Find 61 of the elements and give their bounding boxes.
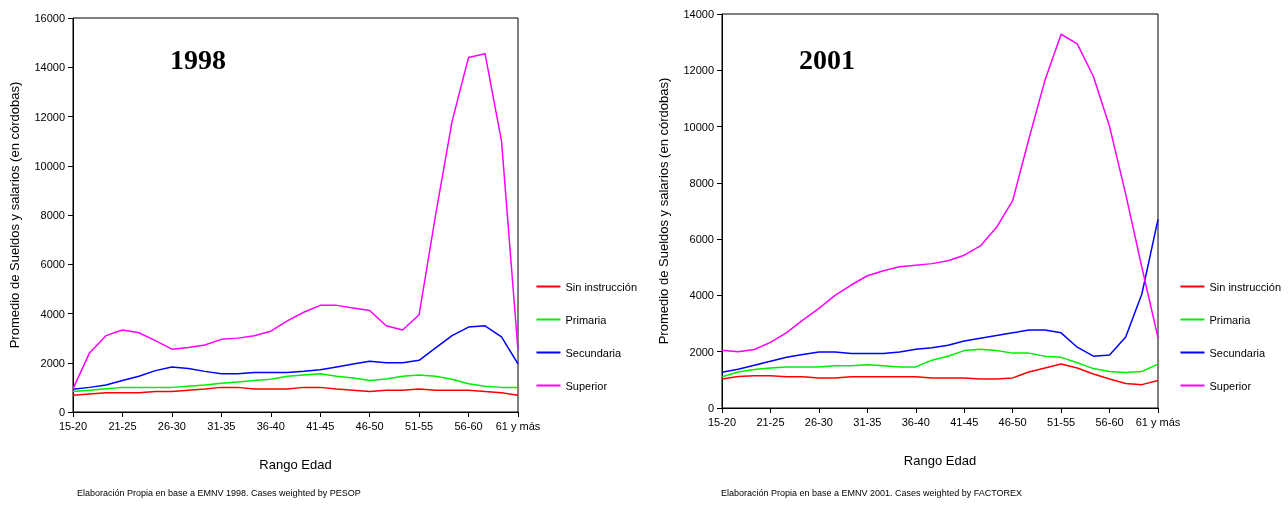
text: Elaboración Propia en base a EMNV 1998. Cases weighted by PESOP xyxy=(77,487,361,498)
legend-label: Secundaria xyxy=(1209,346,1266,359)
y-tick-label: 16000 xyxy=(34,12,65,24)
legend-label: Sin instrucción xyxy=(1209,280,1282,293)
line-series xyxy=(72,386,519,397)
line-series xyxy=(721,348,1159,378)
x-tick-label: 21-25 xyxy=(756,415,785,428)
x-axis-title: Rango Edad xyxy=(259,457,332,472)
y-tick-label: 2000 xyxy=(689,345,714,358)
text: Elaboración Propia en base a EMNV 2001. Cases weighted by FACTOREX xyxy=(721,487,1022,498)
legend-label: Superior xyxy=(565,379,608,392)
x-tick-label: 51-55 xyxy=(1047,415,1076,428)
x-tick-label: 31-35 xyxy=(853,415,882,428)
y-tick-label: 8000 xyxy=(689,176,714,189)
y-axis-title: Promedio de Sueldos y salarios (en córdobas) xyxy=(7,81,22,349)
x-axis-title: Rango Edad xyxy=(903,453,977,468)
y-tick-label: 12000 xyxy=(34,110,65,123)
y-tick-label: 2000 xyxy=(40,356,65,369)
x-tick-label: 31-35 xyxy=(207,419,236,432)
x-tick-label: 46-50 xyxy=(355,419,384,432)
y-tick-label: 0 xyxy=(707,402,714,414)
y-tick-label: 12000 xyxy=(683,64,714,77)
x-tick-label: 26-30 xyxy=(804,415,833,428)
x-tick-label: 46-50 xyxy=(998,415,1027,428)
y-tick-label: 10000 xyxy=(34,159,65,172)
x-tick-label: 56-60 xyxy=(1095,415,1124,428)
x-tick-label: 51-55 xyxy=(405,419,434,432)
y-tick-label: 4000 xyxy=(40,307,65,320)
legend-label: Primaria xyxy=(1209,313,1252,326)
y-tick-label: 14000 xyxy=(34,61,65,74)
y-tick-label: 8000 xyxy=(40,209,65,221)
line-series xyxy=(72,52,519,390)
x-tick-label: 26-30 xyxy=(157,419,186,432)
legend-label: Superior xyxy=(1209,379,1252,392)
y-tick-label: 4000 xyxy=(689,289,714,302)
legend-label: Sin instrucción xyxy=(565,280,638,293)
line-series xyxy=(721,33,1159,353)
line-series xyxy=(72,373,519,393)
line-series xyxy=(721,218,1159,374)
x-tick-label: 36-40 xyxy=(256,419,285,432)
y-axis-title: Promedio de Sueldos y salarios (en córdobas) xyxy=(656,77,671,345)
legend-label: Primaria xyxy=(565,313,608,326)
line-series xyxy=(721,363,1159,386)
text: 2001 xyxy=(799,43,855,75)
text: 1998 xyxy=(170,43,226,75)
x-tick-label: 61 y más xyxy=(1135,415,1181,428)
y-tick-label: 0 xyxy=(58,406,65,418)
y-tick-label: 14000 xyxy=(683,8,714,20)
x-tick-label: 56-60 xyxy=(454,419,483,432)
y-tick-label: 6000 xyxy=(40,258,65,271)
x-tick-label: 41-45 xyxy=(306,419,335,432)
x-tick-label: 21-25 xyxy=(108,419,137,432)
x-tick-label: 15-20 xyxy=(707,415,737,428)
x-tick-label: 36-40 xyxy=(901,415,930,428)
legend-label: Secundaria xyxy=(565,346,622,359)
y-tick-label: 10000 xyxy=(683,120,714,133)
x-tick-label: 15-20 xyxy=(58,419,88,432)
line-series xyxy=(72,325,519,391)
x-tick-label: 61 y más xyxy=(495,419,541,432)
x-tick-label: 41-45 xyxy=(950,415,979,428)
y-tick-label: 6000 xyxy=(689,233,714,246)
